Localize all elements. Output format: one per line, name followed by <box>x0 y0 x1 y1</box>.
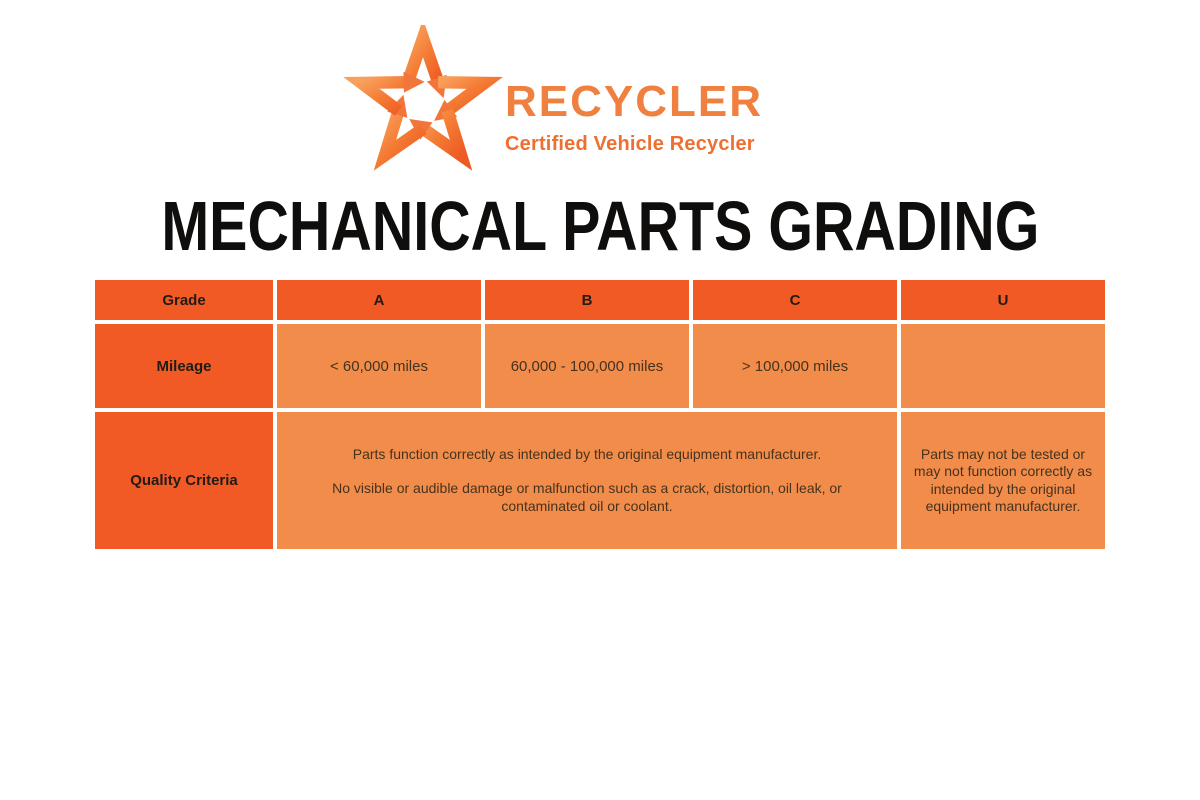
table-header-grade-b: B <box>485 280 689 320</box>
quality-u-text: Parts may not be tested or may not funct… <box>913 446 1093 514</box>
mileage-cell-b: 60,000 - 100,000 miles <box>485 324 689 408</box>
page-title-wrap: MECHANICAL PARTS GRADING <box>0 191 1200 261</box>
logo-header: RECYCLER Certified Vehicle Recycler <box>0 0 1200 185</box>
table-header-grade-u: U <box>901 280 1105 320</box>
row-label: Mileage <box>156 357 212 375</box>
page-title: MECHANICAL PARTS GRADING <box>160 187 1040 265</box>
grading-table: Grade A B C U Mileage < 60,000 miles 60,… <box>95 280 1105 549</box>
brand-name: RECYCLER <box>505 77 764 126</box>
quality-cell-abc: Parts function correctly as intended by … <box>277 412 897 549</box>
row-label: Quality Criteria <box>130 472 238 489</box>
header-label: U <box>997 291 1009 309</box>
brand-tagline: Certified Vehicle Recycler <box>505 133 755 155</box>
mileage-cell-u <box>901 324 1105 408</box>
mileage-cell-a: < 60,000 miles <box>277 324 481 408</box>
mileage-value: > 100,000 miles <box>741 357 849 375</box>
header-label: A <box>373 291 385 309</box>
header-label: Grade <box>162 291 206 309</box>
quality-paragraph-1: Parts function correctly as intended by … <box>352 445 822 462</box>
mileage-value: < 60,000 miles <box>330 357 428 375</box>
quality-paragraph-2: No visible or audible damage or malfunct… <box>332 480 842 514</box>
table-header-grade: Grade <box>95 280 273 320</box>
row-label-mileage: Mileage <box>95 324 273 408</box>
header-label: C <box>789 291 801 309</box>
quality-cell-u: Parts may not be tested or may not funct… <box>901 412 1105 549</box>
mileage-value: 60,000 - 100,000 miles <box>510 357 664 375</box>
recycle-star-icon <box>343 25 503 171</box>
table-header-grade-a: A <box>277 280 481 320</box>
row-label-quality-criteria: Quality Criteria <box>95 412 273 549</box>
header-label: B <box>581 291 593 309</box>
mileage-cell-c: > 100,000 miles <box>693 324 897 408</box>
table-header-grade-c: C <box>693 280 897 320</box>
